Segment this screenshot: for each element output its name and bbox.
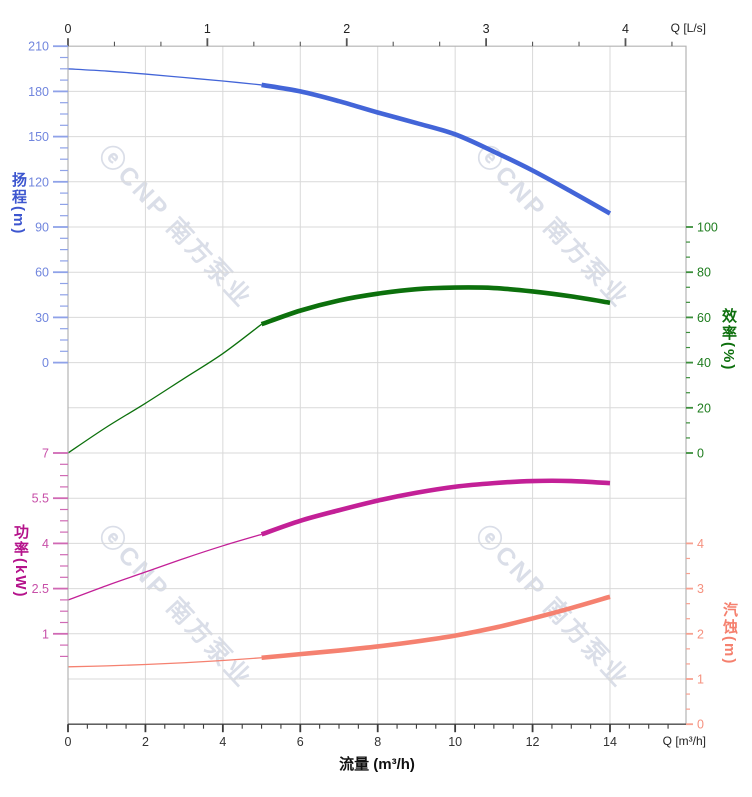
svg-text:120: 120 <box>28 175 49 189</box>
svg-text:8: 8 <box>374 735 381 749</box>
svg-text:5.5: 5.5 <box>32 492 49 506</box>
power-axis: 7 5.5 4 2.5 1 <box>32 447 68 658</box>
svg-text:2: 2 <box>697 627 704 641</box>
svg-text:0: 0 <box>697 447 704 461</box>
svg-text:4: 4 <box>219 735 226 749</box>
svg-text:1: 1 <box>697 673 704 687</box>
svg-text:60: 60 <box>697 311 711 325</box>
efficiency-axis: 100 80 60 40 20 0 <box>686 221 718 461</box>
svg-text:12: 12 <box>526 735 540 749</box>
svg-text:180: 180 <box>28 85 49 99</box>
top-axis-unit-label: Q [L/s] <box>670 21 706 35</box>
npsh-axis: 4 3 2 1 0 <box>686 537 704 732</box>
svg-text:2: 2 <box>343 22 350 36</box>
top-axis: 0 1 2 3 4 <box>65 22 673 47</box>
head-axis-title: 扬程(m) <box>10 172 27 236</box>
flow-axis-title: 流量 (m³/h) <box>339 756 415 773</box>
svg-text:210: 210 <box>28 40 49 54</box>
svg-text:30: 30 <box>35 311 49 325</box>
svg-text:1: 1 <box>42 627 49 641</box>
power-curve <box>260 478 611 537</box>
svg-text:60: 60 <box>35 266 49 280</box>
svg-text:80: 80 <box>697 266 711 280</box>
npsh-curve-thin <box>67 657 262 668</box>
svg-text:40: 40 <box>697 356 711 370</box>
svg-text:2.5: 2.5 <box>32 582 49 596</box>
svg-text:4: 4 <box>697 537 704 551</box>
svg-text:0: 0 <box>65 735 72 749</box>
svg-text:100: 100 <box>697 221 718 235</box>
svg-text:7: 7 <box>42 447 49 461</box>
svg-text:10: 10 <box>448 735 462 749</box>
grid <box>68 46 686 725</box>
efficiency-curve <box>260 285 611 327</box>
bottom-axis-unit-label: Q [m³/h] <box>662 734 706 748</box>
bottom-axis: 0 2 4 6 8 10 12 14 <box>65 724 669 749</box>
efficiency-axis-title: 效率(%) <box>720 308 737 372</box>
svg-text:3: 3 <box>483 22 490 36</box>
svg-text:90: 90 <box>35 221 49 235</box>
svg-text:3: 3 <box>697 582 704 596</box>
curves <box>67 68 612 668</box>
svg-text:20: 20 <box>697 401 711 415</box>
power-curve-thin <box>67 533 262 601</box>
svg-text:2: 2 <box>142 735 149 749</box>
head-axis: 210 180 150 120 90 60 30 0 <box>28 40 68 370</box>
svg-text:0: 0 <box>65 22 72 36</box>
power-axis-title: 功率(kW) <box>12 524 29 599</box>
svg-text:4: 4 <box>622 22 629 36</box>
npsh-axis-title: 汽蚀(m) <box>721 602 738 666</box>
efficiency-curve-thin <box>67 323 262 454</box>
svg-text:0: 0 <box>42 356 49 370</box>
svg-text:14: 14 <box>603 735 617 749</box>
npsh-curve <box>261 594 611 661</box>
head-curve <box>261 82 612 216</box>
svg-text:1: 1 <box>204 22 211 36</box>
svg-text:0: 0 <box>697 718 704 732</box>
svg-text:4: 4 <box>42 537 49 551</box>
svg-text:150: 150 <box>28 130 49 144</box>
head-curve-thin <box>67 68 262 86</box>
plot-border <box>67 45 687 725</box>
svg-text:6: 6 <box>297 735 304 749</box>
